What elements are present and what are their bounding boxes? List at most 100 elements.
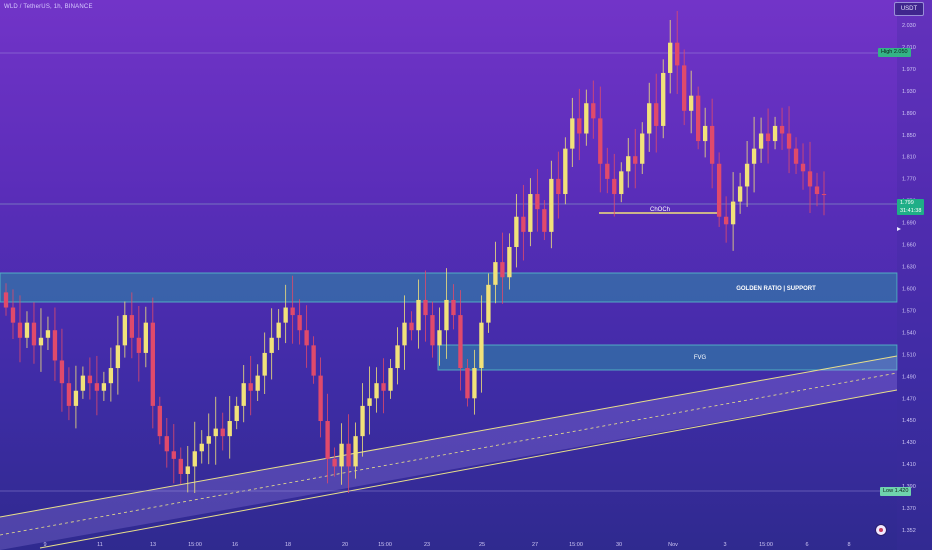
candle-body — [507, 246, 512, 278]
candle-body — [709, 125, 715, 164]
candle-body — [304, 330, 309, 346]
candle-body — [633, 156, 638, 164]
candle-body — [654, 103, 659, 126]
candle-body — [423, 299, 428, 316]
candle-body — [360, 405, 365, 437]
candle-body — [535, 194, 540, 210]
high-tag-value: 2.050 — [893, 49, 908, 55]
y-tick-label: 1.370 — [902, 506, 916, 512]
candle-body — [3, 292, 9, 308]
candle-body — [318, 375, 323, 422]
ascending-channel — [0, 355, 898, 550]
candle-body — [192, 451, 197, 467]
x-tick-label: 15:00 — [569, 542, 583, 548]
x-tick-label: 13 — [150, 542, 156, 548]
candle-body — [388, 368, 393, 391]
candle-body — [276, 322, 281, 338]
candle-body — [241, 383, 246, 406]
price-axis[interactable]: 2.030 2.010 1.970 1.930 1.890 1.850 1.810 1.770… — [897, 0, 932, 550]
channel-mid-line — [0, 372, 898, 536]
candle-body — [353, 436, 358, 467]
candle-body — [556, 178, 561, 195]
candle-body — [793, 148, 799, 164]
zones-layer: GOLDEN RATIO | SUPPORT FVG — [0, 272, 898, 371]
candle-body — [45, 330, 51, 338]
low-tag-label: Low — [883, 488, 894, 494]
candle-body — [640, 133, 645, 164]
choch-label: ChOCh — [650, 207, 670, 213]
candle-body — [395, 345, 400, 369]
candle-body — [80, 375, 86, 391]
x-tick-label: 8 — [847, 542, 850, 548]
candle-body — [486, 284, 491, 323]
y-tick-label: 1.600 — [902, 286, 916, 292]
candle-body — [751, 148, 757, 164]
candle-body — [528, 194, 533, 232]
high-tag-label: High — [881, 49, 893, 55]
golden-ratio-label: GOLDEN RATIO | SUPPORT — [736, 286, 816, 292]
y-tick-label: 1.850 — [902, 133, 916, 139]
candle-body — [38, 337, 44, 346]
candle-body — [430, 315, 435, 346]
y-tick-label: 1.410 — [902, 462, 916, 468]
candle-body — [164, 436, 169, 452]
y-tick-label: 1.470 — [902, 396, 916, 402]
channel-upper-line — [0, 355, 898, 518]
golden-ratio-zone — [0, 272, 898, 303]
candle-body — [94, 383, 100, 391]
candle-body — [702, 125, 708, 142]
candle-body — [409, 322, 414, 331]
candle-body — [66, 383, 72, 406]
currency-unit-button[interactable]: USDT — [894, 2, 924, 16]
candle-body — [115, 345, 121, 369]
candle-body — [402, 322, 407, 346]
x-tick-label: 25 — [479, 542, 485, 548]
x-tick-label: 27 — [532, 542, 538, 548]
y-tick-label: 1.352 — [902, 528, 916, 534]
candle-body — [577, 118, 582, 134]
candle-body — [458, 315, 463, 369]
y-tick-label: 1.490 — [902, 374, 916, 380]
candle-body — [367, 398, 372, 406]
candle-body — [688, 95, 694, 111]
x-tick-label: 16 — [232, 542, 238, 548]
last-price-value: 1.799 — [900, 200, 914, 206]
y-tick-label: 1.450 — [902, 418, 916, 424]
y-tick-label: 1.660 — [902, 243, 916, 249]
brand-logo-icon — [875, 524, 887, 536]
candle-body — [339, 443, 344, 467]
candles-layer — [3, 10, 827, 493]
candle-body — [500, 262, 505, 278]
x-tick-label: 3 — [723, 542, 726, 548]
candle-body — [143, 322, 148, 353]
candle-body — [451, 299, 456, 316]
price-levels — [0, 52, 897, 492]
candle-body — [591, 103, 596, 119]
x-tick-label: 30 — [616, 542, 622, 548]
x-tick-label: 18 — [285, 542, 291, 548]
candle-body — [101, 383, 107, 391]
y-tick-label: 1.630 — [902, 265, 916, 271]
candle-body — [129, 315, 135, 338]
candle-body — [157, 405, 162, 437]
candle-body — [185, 466, 190, 474]
candle-body — [255, 375, 260, 391]
candle-body — [52, 330, 58, 361]
time-axis[interactable]: 9 11 13 15:00 16 18 20 15:00 23 25 27 15:00 30 Nov 3 15… — [43, 542, 850, 548]
candle-body — [248, 383, 253, 391]
candle-body — [465, 368, 470, 399]
candle-body — [758, 133, 764, 149]
candle-body — [269, 337, 274, 353]
candle-body — [444, 299, 449, 331]
candle-body — [374, 383, 379, 399]
candle-body — [786, 133, 792, 149]
price-axis-background — [897, 0, 932, 550]
candle-body — [283, 307, 288, 323]
candle-body — [716, 163, 722, 217]
low-tag: Low 1.420 — [880, 487, 912, 496]
channel-lower-line — [39, 389, 898, 549]
y-tick-label: 1.970 — [902, 67, 916, 73]
candle-body — [178, 458, 183, 474]
fvg-zone — [437, 344, 898, 371]
